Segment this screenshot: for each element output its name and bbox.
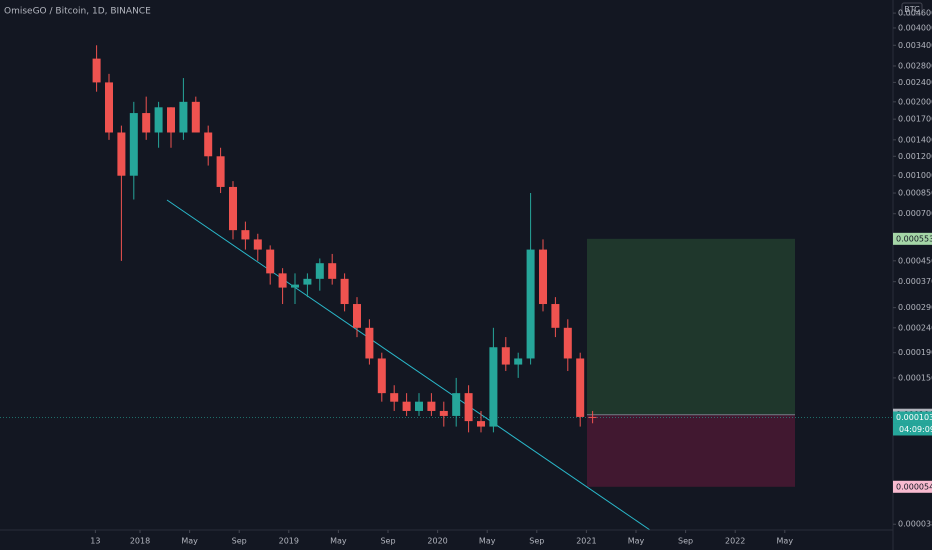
y-tick-label: 0.0040000 [898,23,932,32]
candle-body [539,249,547,305]
currency-button-label[interactable]: BTC [904,5,920,14]
candle-body [328,263,337,279]
x-tick-label: May [777,537,794,546]
position-tool [0,238,893,487]
y-tick-label: 0.00029000 [898,303,932,312]
y-tick-label: 0.00045000 [898,256,932,265]
candle-body [353,304,361,328]
candle-body [588,416,597,418]
symbol-title: OmiseGO / Bitcoin, 1D, BINANCE [4,7,151,17]
x-tick-label: Sep [232,537,247,546]
x-tick-label: Sep [678,537,693,546]
candle-body [551,304,560,328]
x-tick-label: May [181,537,198,546]
price-label: 0.00055307 [896,234,932,243]
candle-body [514,358,523,365]
y-tick-label: 0.00003800 [898,520,932,529]
y-tick-label: 0.00070000 [898,209,932,218]
y-tick-label: 0.00024000 [898,323,932,332]
x-tick-label: 2020 [427,537,447,546]
candle-body [216,156,225,187]
y-tick-label: 0.0020000 [898,97,932,106]
y-tick-label: 0.00019000 [898,348,932,357]
x-tick-label: Sep [529,537,544,546]
profit-zone [587,238,795,415]
candle-body [427,401,436,411]
candle-body [390,393,399,402]
candle-body [477,421,485,427]
x-tick-label: 2021 [576,537,596,546]
candle-body [563,327,572,359]
price-label-bg [893,411,932,424]
price-label: 0.00010346 [896,413,932,422]
y-tick-label: 0.00037000 [898,277,932,286]
candle-body [464,393,473,422]
loss-zone [587,414,795,487]
x-tick-label: 2019 [279,537,299,546]
x-tick-label: 13 [90,537,100,546]
candle-body [526,249,535,359]
trend-line [166,199,651,531]
candle-body [253,239,262,250]
x-tick-label: 2022 [725,537,745,546]
candle-body [402,401,411,411]
candle-body [278,273,287,288]
candle-body [179,101,188,133]
y-tick-label: 0.0034000 [898,41,932,50]
y-tick-label: 0.0012000 [898,152,932,161]
price-label: 0.00005400 [896,482,932,491]
candles [92,45,597,433]
countdown: 04:09:09 [899,425,932,434]
price-label-bg [893,480,932,493]
x-tick-label: May [479,537,496,546]
price-label-bg [893,232,932,245]
axes: 0.0046000 0.0040000 0.0034000 0.0028000 0.00… [90,9,932,546]
countdown-bg [893,423,932,436]
candle-body [576,358,585,417]
y-tick-label: 0.0028000 [898,61,932,70]
candle-body [489,347,498,427]
candle-body [191,101,200,133]
candle-body [291,284,299,288]
y-tick-label: 0.0010000 [898,171,932,180]
candle-body [501,347,510,365]
candle-body [340,278,349,305]
x-tick-label: May [330,537,347,546]
x-tick-label: Sep [380,537,395,546]
y-tick-label: 0.0024000 [898,78,932,87]
x-tick-label: 2018 [130,537,150,546]
x-tick-label: May [628,537,645,546]
candle-body [377,358,386,394]
y-tick-label: 0.0046000 [898,9,932,18]
candle-body [229,186,237,231]
candle-body [241,230,250,240]
candle-body [105,82,113,133]
y-tick-label: 0.0017000 [898,115,932,124]
candle-body [365,327,374,359]
candle-body [154,107,163,133]
candle-body [167,107,175,133]
candle-body [266,249,275,274]
y-tick-label: 0.00015000 [898,373,932,382]
candle-body [415,401,423,411]
candle-body [142,113,151,133]
candle-body [452,393,461,416]
y-tick-label: 0.0014000 [898,135,932,144]
candle-body [439,410,448,416]
candle-body [92,58,101,83]
currency-button[interactable] [901,2,923,16]
candle-body [315,263,324,279]
candle-body [117,132,126,176]
candle-body [129,113,138,176]
candle-body [303,278,312,285]
y-tick-label: 0.00085000 [898,189,932,198]
candle-body [204,132,213,157]
